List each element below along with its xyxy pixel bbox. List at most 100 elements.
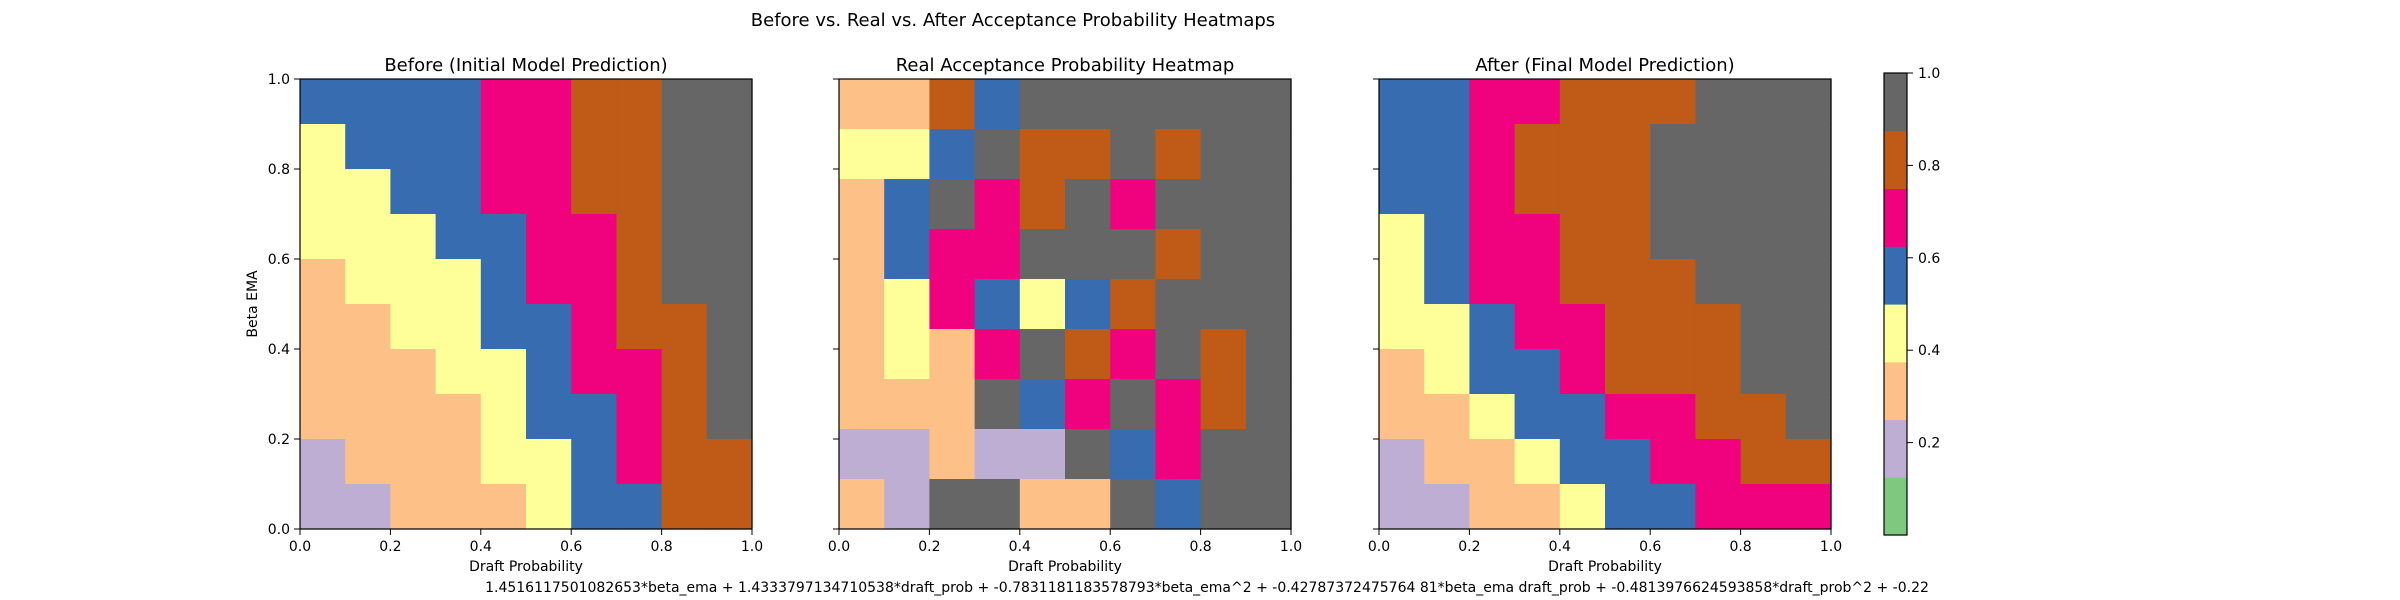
heatmap-cell [661,349,708,395]
plot-frame [838,78,1292,530]
heatmap-cell [1155,129,1202,180]
heatmap-cell [1514,394,1561,440]
heatmap-cell [884,229,930,280]
colorbar-tick-label: 0.8 [1918,158,1940,174]
heatmap-cell [1469,259,1516,305]
heatmap-cell [839,79,885,130]
heatmap-cell [1110,179,1156,230]
heatmap-cell [345,484,391,530]
heatmap-cell [390,169,437,215]
heatmap-cell [1559,304,1606,350]
heatmap-panel-1: 0.0 0.2 0.4 0.6 0.8 1.0 0.0 0.2 0.4 0.6 0.8 1.0 Befo… [245,55,763,575]
heatmap-cell [616,214,663,260]
heatmap-cell [839,229,885,280]
heatmap-panel-3: 0.0 0.2 0.4 0.6 0.8 1.0 After (Final Model Pre… [1368,55,1842,575]
heatmap-cell [1019,479,1066,530]
heatmap-cell [1155,379,1202,430]
heatmap-cell [480,304,527,350]
heatmap-cell [1559,349,1606,395]
heatmap-cell [1019,429,1066,480]
x-tick-label: 1.0 [1820,539,1842,555]
heatmap-cell [300,394,346,440]
heatmap-cell [1019,179,1066,230]
heatmap-cell [974,229,1021,280]
y-tick-label: 0.4 [268,342,290,358]
heatmap-cell [974,329,1021,380]
heatmap-cell [1379,169,1425,215]
heatmap-cell [1605,349,1651,395]
heatmap-cell [1695,394,1742,440]
heatmap-cell [1200,179,1247,230]
heatmap-cell [1469,304,1516,350]
heatmap-cell [929,479,976,530]
heatmap-cell [1605,484,1651,530]
heatmap-cell [1740,394,1787,440]
colorbar-bin [1884,361,1907,421]
heatmap-cell [345,349,391,395]
heatmap-cell [1424,79,1470,125]
x-tick-label: 0.6 [1099,539,1121,555]
heatmap-cell [526,124,572,170]
heatmap-cell [1019,379,1066,430]
heatmap-cell [1695,349,1742,395]
heatmap-cell [1559,214,1606,260]
heatmap-cell [526,79,572,125]
heatmap-panel-2: 0.0 0.2 0.4 0.6 0.8 1.0 Real Acceptance Probab… [828,55,1302,575]
heatmap-cell [1740,79,1787,125]
heatmap-cell [929,429,976,480]
heatmap-cell [1245,79,1292,130]
colorbar: 0.2 0.4 0.6 0.8 1.0 [1883,66,1940,536]
heatmap-cell [1785,349,1832,395]
heatmap-cell [661,394,708,440]
heatmap-cell [480,214,527,260]
heatmap-cell [1200,229,1247,280]
heatmap-cell [616,169,663,215]
x-axis-label: Draft Probability [469,559,583,575]
heatmap-cell [884,179,930,230]
heatmap-cell [1605,169,1651,215]
heatmap-cell [616,124,663,170]
heatmap-cell [1200,79,1247,130]
heatmap-cell [1514,79,1561,125]
heatmap-cell [345,259,391,305]
heatmap-cell [1740,259,1787,305]
heatmap-cell [1200,329,1247,380]
heatmap-cell [1740,124,1787,170]
heatmap-cell [1379,349,1425,395]
heatmap-cell [1065,429,1111,480]
heatmap-cell [345,79,391,125]
y-tick-label: 0.6 [268,252,290,268]
heatmap-cell [1650,214,1696,260]
heatmap-cell [390,259,437,305]
heatmap-cell [1200,279,1247,330]
heatmap-cell [1650,349,1696,395]
heatmap-cell [300,439,346,485]
heatmap-cell [480,349,527,395]
colorbar-tick-label: 0.4 [1918,343,1940,359]
heatmap-cell [1740,214,1787,260]
heatmap-cell [1155,429,1202,480]
heatmap-cell [1695,259,1742,305]
heatmap-cell [974,279,1021,330]
heatmap-cell [1695,79,1742,125]
heatmap-cell [706,394,753,440]
heatmap-cell [526,304,572,350]
heatmap-cell [1469,394,1516,440]
heatmap-cell [1469,214,1516,260]
heatmap-cell [526,214,572,260]
colorbar-bin [1884,304,1907,363]
heatmap-cell [300,349,346,395]
heatmap-cell [571,124,617,170]
figure-suptitle: Before vs. Real vs. After Acceptance Pro… [751,10,1275,31]
heatmap-cell [1245,129,1292,180]
heatmap-cell [1245,329,1292,380]
heatmap-cell [1469,79,1516,125]
heatmap-cell [1110,129,1156,180]
heatmap-cell [661,259,708,305]
heatmap-cell [435,124,482,170]
x-tick-label: 1.0 [741,539,763,555]
heatmap-cell [929,229,976,280]
heatmap-cell [571,394,617,440]
heatmap-cell [1514,214,1561,260]
heatmap-cell [884,329,930,380]
